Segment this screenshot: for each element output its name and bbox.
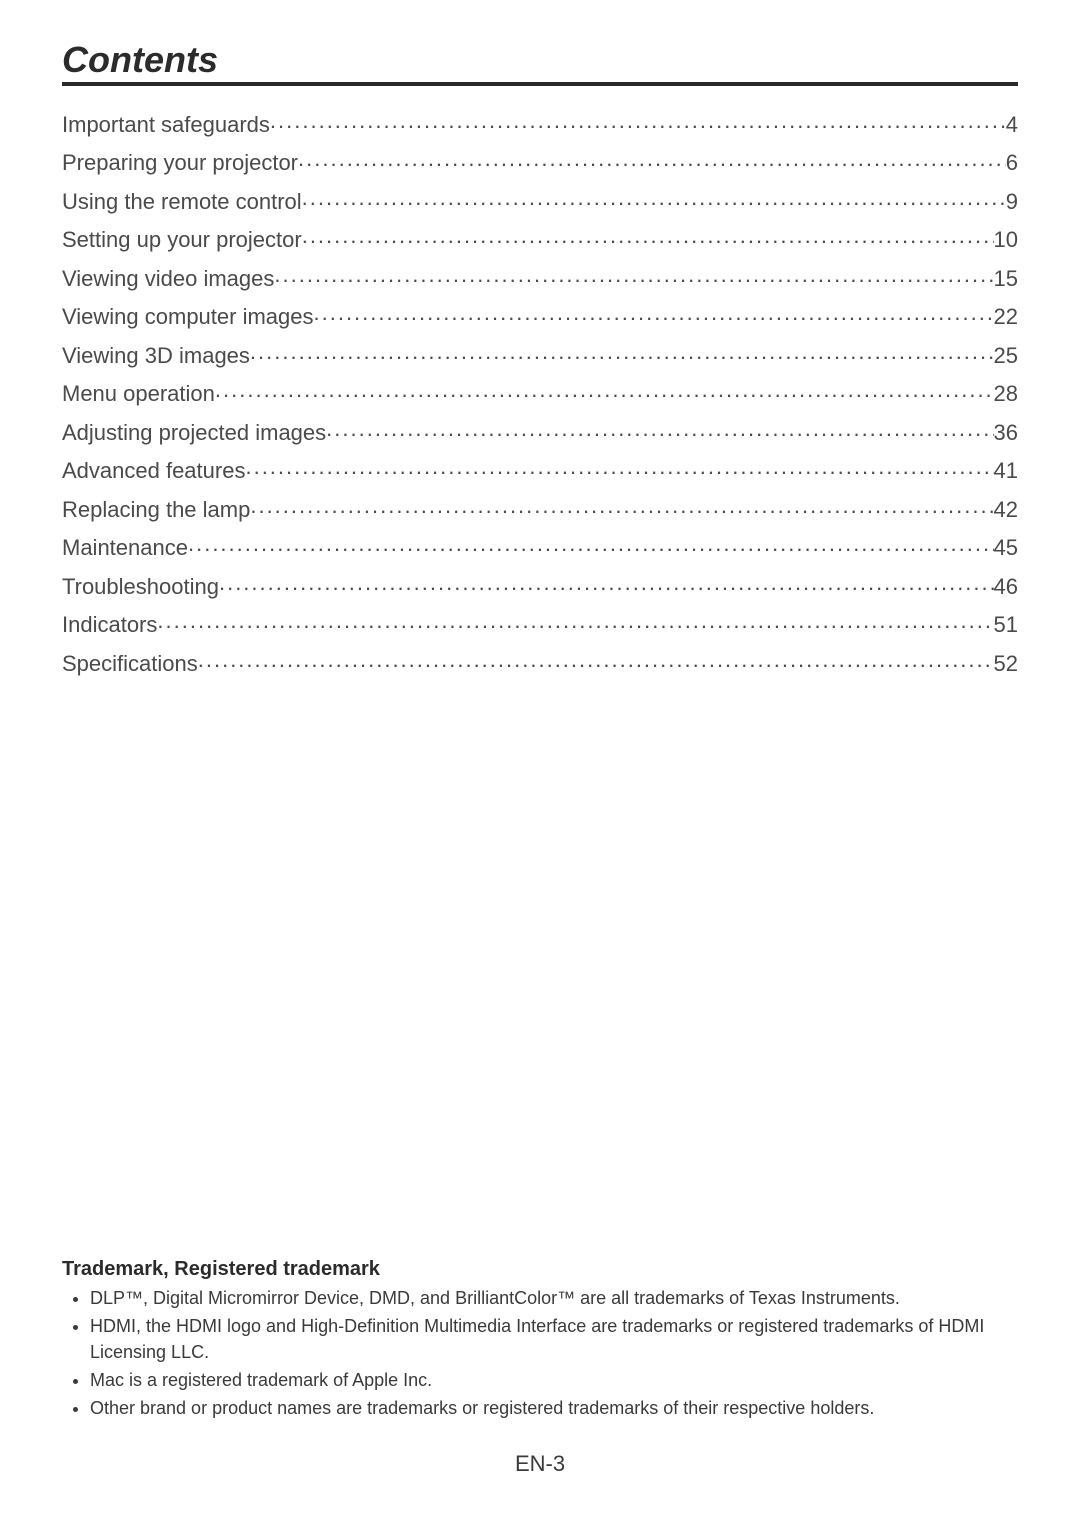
toc-label: Viewing computer images: [62, 298, 314, 337]
trademark-item: Other brand or product names are tradema…: [90, 1395, 1018, 1421]
toc-dots: [157, 610, 993, 632]
toc-dots: [219, 572, 994, 594]
toc-item: Preparing your projector 6: [62, 144, 1018, 183]
toc-item: Viewing computer images 22: [62, 298, 1018, 337]
toc-page: 6: [1006, 144, 1018, 183]
trademark-item: HDMI, the HDMI logo and High-Definition …: [90, 1313, 1018, 1365]
toc-dots: [314, 302, 994, 324]
toc-page: 42: [994, 491, 1018, 530]
toc-label: Viewing video images: [62, 260, 274, 299]
toc-label: Specifications: [62, 645, 198, 684]
toc-dots: [245, 456, 993, 478]
trademark-list: DLP™, Digital Micromirror Device, DMD, a…: [62, 1285, 1018, 1421]
toc-label: Using the remote control: [62, 183, 302, 222]
toc-dots: [270, 110, 1006, 132]
toc-page: 36: [994, 414, 1018, 453]
toc-page: 10: [994, 221, 1018, 260]
toc-page: 52: [994, 645, 1018, 684]
toc-page: 25: [994, 337, 1018, 376]
page-number: EN-3: [62, 1451, 1018, 1477]
toc-page: 22: [994, 298, 1018, 337]
toc-label: Menu operation: [62, 375, 215, 414]
toc-dots: [188, 533, 994, 555]
toc-item: Viewing 3D images 25: [62, 337, 1018, 376]
table-of-contents: Important safeguards 4 Preparing your pr…: [62, 106, 1018, 684]
toc-dots: [274, 264, 993, 286]
toc-dots: [250, 341, 994, 363]
toc-page: 46: [994, 568, 1018, 607]
toc-dots: [302, 187, 1006, 209]
toc-dots: [326, 418, 993, 440]
toc-dots: [302, 225, 994, 247]
toc-item: Indicators 51: [62, 606, 1018, 645]
toc-item: Maintenance 45: [62, 529, 1018, 568]
toc-item: Using the remote control 9: [62, 183, 1018, 222]
toc-page: 28: [994, 375, 1018, 414]
toc-label: Indicators: [62, 606, 157, 645]
contents-heading: Contents: [62, 40, 1018, 86]
toc-label: Preparing your projector: [62, 144, 298, 183]
toc-item: Setting up your projector 10: [62, 221, 1018, 260]
trademark-item: DLP™, Digital Micromirror Device, DMD, a…: [90, 1285, 1018, 1311]
toc-label: Troubleshooting: [62, 568, 219, 607]
toc-dots: [250, 495, 993, 517]
toc-dots: [198, 649, 994, 671]
toc-label: Advanced features: [62, 452, 245, 491]
toc-page: 4: [1006, 106, 1018, 145]
toc-page: 9: [1006, 183, 1018, 222]
toc-item: Adjusting projected images 36: [62, 414, 1018, 453]
toc-label: Replacing the lamp: [62, 491, 250, 530]
toc-page: 15: [994, 260, 1018, 299]
toc-item: Advanced features 41: [62, 452, 1018, 491]
toc-page: 45: [994, 529, 1018, 568]
toc-label: Maintenance: [62, 529, 188, 568]
page-container: Contents Important safeguards 4 Preparin…: [0, 0, 1080, 1527]
toc-item: Specifications 52: [62, 645, 1018, 684]
toc-label: Important safeguards: [62, 106, 270, 145]
toc-item: Important safeguards 4: [62, 106, 1018, 145]
toc-item: Menu operation 28: [62, 375, 1018, 414]
toc-label: Adjusting projected images: [62, 414, 326, 453]
toc-dots: [298, 148, 1006, 170]
toc-page: 51: [994, 606, 1018, 645]
spacer: [62, 683, 1018, 1237]
trademark-heading: Trademark, Registered trademark: [62, 1258, 1018, 1281]
toc-item: Replacing the lamp 42: [62, 491, 1018, 530]
toc-item: Viewing video images 15: [62, 260, 1018, 299]
toc-label: Setting up your projector: [62, 221, 302, 260]
toc-page: 41: [994, 452, 1018, 491]
toc-dots: [215, 379, 994, 401]
trademark-item: Mac is a registered trademark of Apple I…: [90, 1367, 1018, 1393]
trademark-section: Trademark, Registered trademark DLP™, Di…: [62, 1258, 1018, 1423]
toc-label: Viewing 3D images: [62, 337, 250, 376]
toc-item: Troubleshooting 46: [62, 568, 1018, 607]
